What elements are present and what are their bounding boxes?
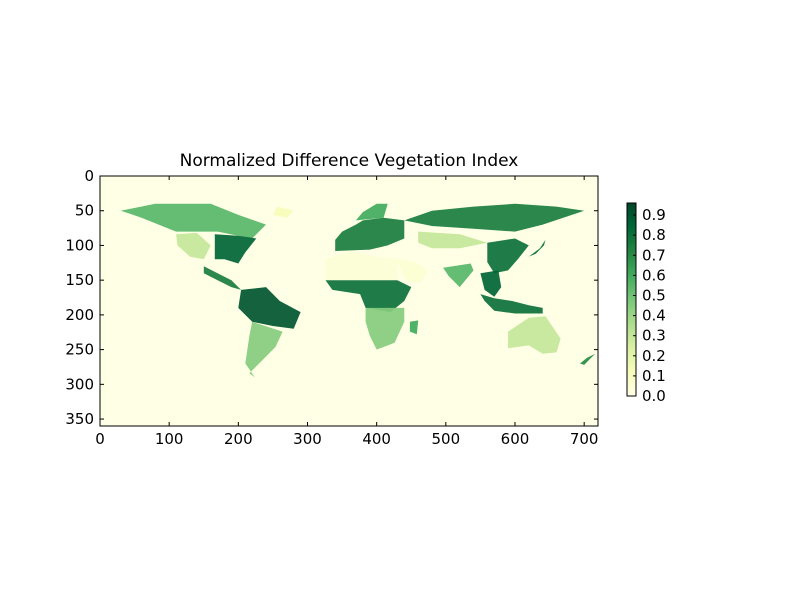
- region-southeast-asia: [480, 270, 502, 297]
- colorbar-tick-label: 0.6: [642, 266, 666, 284]
- x-tick-label: 600: [501, 430, 530, 448]
- x-tick-label: 0: [95, 430, 105, 448]
- region-indonesia: [480, 294, 543, 314]
- x-tick-label: 100: [155, 430, 184, 448]
- region-western-north-america: [176, 232, 211, 260]
- colorbar-tick-label: 0.9: [642, 206, 666, 224]
- colorbar-ticks: 0.0 0.1 0.2 0.3 0.4 0.5 0.6 0.7 0.8 0.9: [633, 206, 666, 405]
- colorbar-tick-label: 0.3: [642, 327, 666, 345]
- region-central-america: [203, 266, 242, 290]
- colorbar-tick-label: 0.2: [642, 347, 666, 365]
- region-sahel-and-central-africa: [325, 280, 412, 313]
- region-sahara: [325, 251, 398, 281]
- colorbar-tick-label: 0.7: [642, 246, 666, 264]
- colorbar-tick-label: 0.5: [642, 286, 666, 304]
- y-tick-label: 150: [65, 271, 94, 289]
- region-southern-africa: [365, 307, 405, 350]
- plot-frame: [99, 175, 599, 427]
- colorbar-tick-label: 0.0: [642, 387, 666, 405]
- region-east-asia: [487, 238, 529, 274]
- region-madagascar: [409, 320, 419, 335]
- colorbar-tick-label: 0.8: [642, 226, 666, 244]
- y-tick-label: 50: [75, 202, 94, 220]
- colorbar: 0.0 0.1 0.2 0.3 0.4 0.5 0.6 0.7 0.8 0.9: [626, 202, 666, 405]
- region-new-zealand: [580, 353, 596, 365]
- region-north-america-boreal: [120, 203, 266, 239]
- y-axis: 0 50 100 150 200 250 300 350: [65, 167, 598, 428]
- region-arabia: [397, 259, 428, 283]
- heatmap-regions: [120, 203, 596, 378]
- chart-title: Normalized Difference Vegetation Index: [180, 151, 519, 171]
- region-europe: [335, 217, 405, 251]
- region-siberian-taiga: [404, 203, 585, 232]
- colorbar-gradient: [626, 202, 637, 397]
- region-india: [443, 263, 474, 288]
- y-tick-label: 0: [84, 167, 94, 185]
- y-tick-label: 300: [65, 375, 94, 393]
- y-tick-label: 250: [65, 341, 94, 359]
- y-tick-label: 350: [65, 410, 94, 428]
- x-tick-label: 700: [570, 430, 599, 448]
- region-scandinavia: [355, 203, 388, 221]
- colorbar-tick-label: 0.1: [642, 367, 666, 385]
- colorbar-tick-label: 0.4: [642, 307, 666, 325]
- x-tick-label: 400: [362, 430, 391, 448]
- x-tick-label: 500: [432, 430, 461, 448]
- x-axis: 0 100 200 300 400 500 600 700: [95, 176, 598, 448]
- region-australia: [508, 316, 561, 354]
- x-tick-label: 200: [224, 430, 253, 448]
- region-eastern-north-america: [214, 234, 257, 264]
- region-southern-south-america: [245, 321, 283, 378]
- region-amazon: [238, 287, 301, 329]
- x-tick-label: 300: [293, 430, 322, 448]
- region-central-asia: [418, 231, 488, 249]
- y-tick-label: 100: [65, 236, 94, 254]
- region-greenland-coast: [272, 206, 294, 218]
- plot-area: [99, 175, 599, 427]
- y-tick-label: 200: [65, 306, 94, 324]
